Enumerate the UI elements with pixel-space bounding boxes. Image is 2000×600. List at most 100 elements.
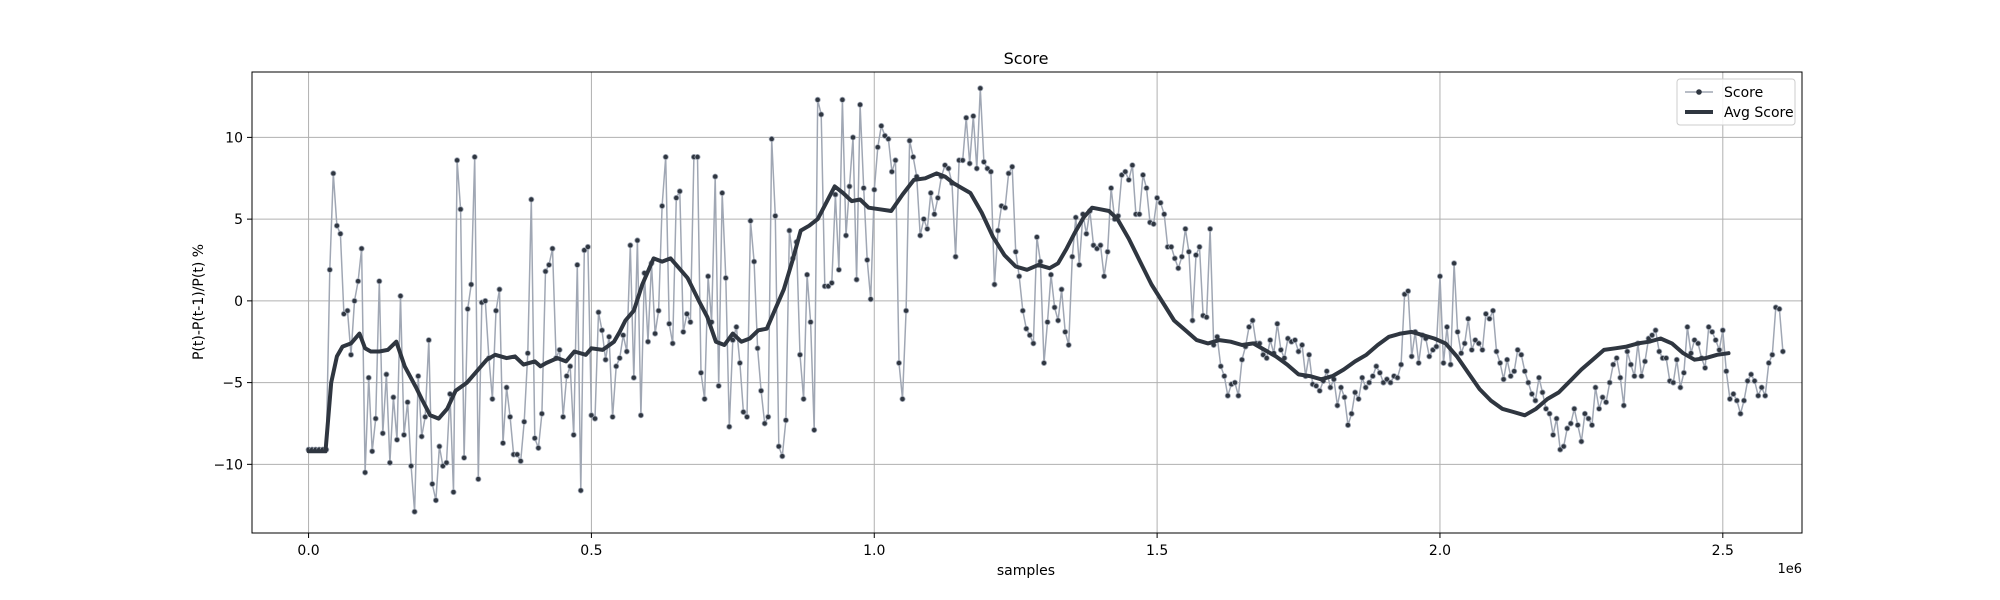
score-point (606, 333, 613, 340)
score-point (507, 413, 514, 420)
score-point (980, 158, 987, 165)
score-point (835, 266, 842, 273)
avg-score-line (306, 171, 1731, 454)
score-point (1461, 340, 1468, 347)
score-point (701, 395, 708, 402)
score-point (351, 297, 358, 304)
score-point (528, 196, 535, 203)
score-point (1076, 261, 1083, 268)
score-point (1055, 317, 1062, 324)
score-point (1348, 410, 1355, 417)
score-point (885, 135, 892, 142)
score-point (1684, 323, 1691, 330)
score-point (326, 266, 333, 273)
score-point (333, 222, 340, 229)
score-point (867, 296, 874, 303)
score-point (376, 278, 383, 285)
score-point (595, 309, 602, 316)
score-point (1521, 368, 1528, 375)
score-point (1765, 359, 1772, 366)
score-point (563, 373, 570, 380)
score-point (747, 217, 754, 224)
chart-title: Score (1004, 49, 1049, 68)
score-point (418, 433, 425, 440)
score-point (1196, 243, 1203, 250)
score-point (1154, 194, 1161, 201)
score-point (1479, 346, 1486, 353)
score-point (1231, 379, 1238, 386)
score-point (538, 410, 545, 417)
score-point (963, 114, 970, 121)
score-point (1019, 307, 1026, 314)
score-point (344, 307, 351, 314)
score-point (1016, 273, 1023, 280)
score-point (952, 253, 959, 260)
series-avg-score (306, 171, 1731, 454)
series-score (305, 85, 1786, 515)
score-point (1716, 346, 1723, 353)
score-point (489, 395, 496, 402)
score-point (1235, 392, 1242, 399)
score-point (1150, 220, 1157, 227)
score-point (652, 330, 659, 337)
score-point (973, 165, 980, 172)
score-point (1627, 361, 1634, 368)
score-point (577, 487, 584, 494)
score-point (1355, 395, 1362, 402)
score-point (1730, 390, 1737, 397)
x-axis-label: samples (997, 563, 1055, 579)
score-point (1263, 355, 1270, 362)
score-point (549, 245, 556, 252)
score-point (924, 225, 931, 232)
score-point (535, 444, 542, 451)
x-offset-label: 1e6 (1777, 562, 1802, 577)
score-point (1712, 337, 1719, 344)
score-point (1274, 320, 1281, 327)
score-point (1366, 379, 1373, 386)
score-point (1041, 359, 1048, 366)
score-point (1444, 323, 1451, 330)
score-point (1620, 402, 1627, 409)
score-point (383, 371, 390, 378)
score-point (1617, 374, 1624, 381)
score-point (1741, 397, 1748, 404)
score-point (744, 413, 751, 420)
score-point (1398, 361, 1405, 368)
score-point (464, 305, 471, 312)
score-point (1143, 185, 1150, 192)
score-point (1203, 314, 1210, 321)
score-point (1539, 389, 1546, 396)
score-point (1553, 415, 1560, 422)
score-point (934, 194, 941, 201)
score-point (1546, 410, 1553, 417)
score-point (1433, 343, 1440, 350)
score-point (372, 415, 379, 422)
score-point (1122, 168, 1129, 175)
score-point (1323, 368, 1330, 375)
score-point (461, 454, 468, 461)
score-point (415, 373, 422, 380)
score-point (754, 345, 761, 352)
score-point (347, 351, 354, 358)
score-point (751, 258, 758, 265)
score-point (1571, 405, 1578, 412)
score-point (1733, 397, 1740, 404)
score-point (521, 418, 528, 425)
score-point (736, 359, 743, 366)
score-point (1702, 364, 1709, 371)
score-point (1437, 273, 1444, 280)
score-point (1023, 325, 1030, 332)
score-point (1475, 340, 1482, 347)
score-point (1267, 337, 1274, 344)
score-point (365, 374, 372, 381)
score-point (1185, 248, 1192, 255)
score-point (927, 189, 934, 196)
score-point (1567, 420, 1574, 427)
score-point (1465, 315, 1472, 322)
score-point (503, 384, 510, 391)
score-point (864, 256, 871, 263)
score-point (1426, 353, 1433, 360)
score-point (1677, 384, 1684, 391)
score-point (1129, 162, 1136, 169)
score-point (1500, 376, 1507, 383)
